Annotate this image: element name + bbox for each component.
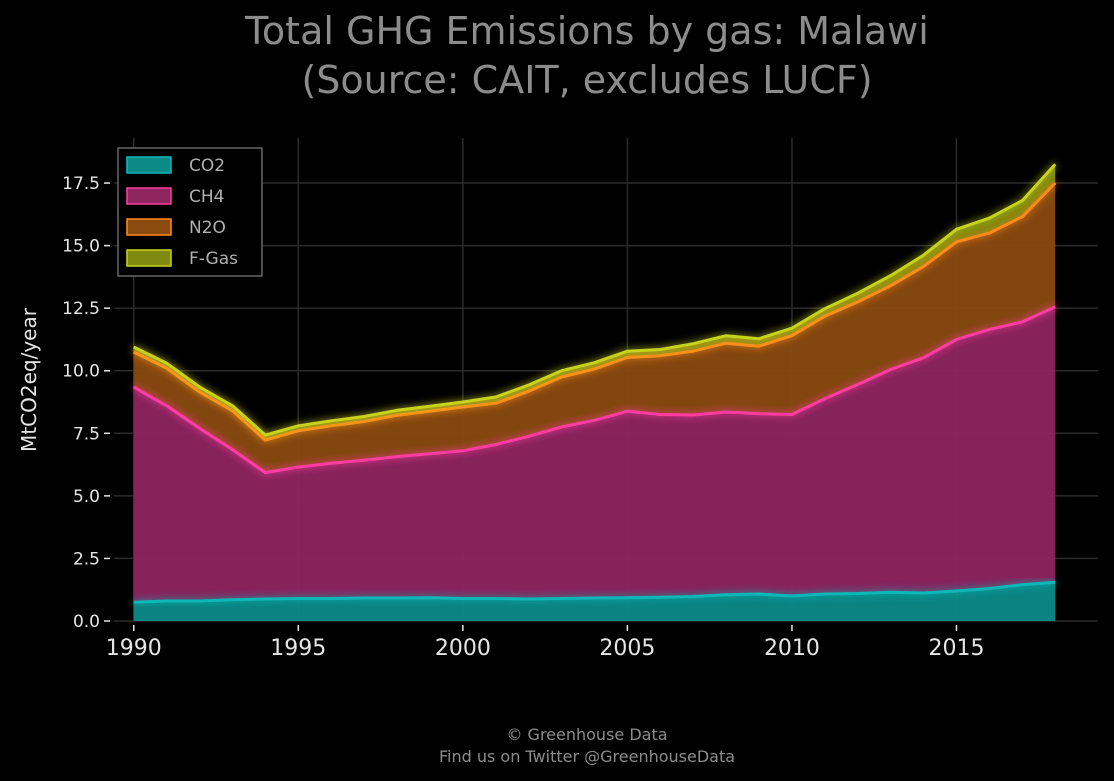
y-tick-label-6: 15.0	[62, 237, 100, 257]
y-tick-label-2: 5.0	[73, 487, 100, 507]
line-co2	[133, 580, 1056, 604]
y-tick-label-0: 0.0	[73, 612, 100, 632]
x-tick-label-4: 2010	[764, 636, 820, 661]
stacked-areas	[133, 164, 1056, 621]
footer-twitter: Find us on Twitter @GreenhouseData	[439, 747, 735, 766]
y-tick-label-4: 10.0	[62, 362, 100, 382]
y-tick-label-7: 17.5	[62, 174, 100, 194]
y-axis-ticks: 0.0 2.5 5.0 7.5 10.0 12.5 15.0 17.5	[62, 174, 110, 632]
x-axis-ticks: 1990 1995 2000 2005 2010 2015	[106, 625, 984, 661]
area-ch4	[133, 306, 1056, 603]
area-co2	[133, 582, 1056, 621]
legend-swatch-f-gas	[126, 249, 172, 267]
y-tick-label-3: 7.5	[73, 424, 100, 444]
x-tick-label-5: 2015	[928, 636, 984, 661]
legend-swatch-n2o	[126, 218, 172, 236]
legend-label-co2: CO2	[189, 156, 225, 176]
x-tick-label-0: 1990	[106, 636, 162, 661]
legend-swatch-co2	[126, 156, 172, 174]
series-lines	[132, 163, 1057, 604]
x-tick-label-1: 1995	[270, 636, 326, 661]
line-n2o	[133, 181, 1057, 442]
line-f-gas	[133, 163, 1057, 437]
legend-label-n2o: N2O	[189, 218, 226, 238]
footer-copyright: © Greenhouse Data	[506, 725, 667, 744]
line-ch4	[132, 305, 1056, 475]
x-tick-label-3: 2005	[599, 636, 655, 661]
x-tick-label-2: 2000	[435, 636, 491, 661]
chart-title-line-2: (Source: CAIT, excludes LUCF)	[301, 58, 872, 102]
legend-swatch-ch4	[126, 187, 172, 205]
y-tick-label-1: 2.5	[73, 549, 100, 569]
y-axis-label: MtCO2eq/year	[17, 307, 41, 452]
legend: CO2 CH4 N2O F-Gas	[117, 147, 263, 277]
legend-label-f-gas: F-Gas	[189, 249, 238, 269]
legend-label-ch4: CH4	[189, 187, 224, 207]
chart-title-line-1: Total GHG Emissions by gas: Malawi	[244, 9, 929, 53]
y-tick-label-5: 12.5	[62, 299, 100, 319]
